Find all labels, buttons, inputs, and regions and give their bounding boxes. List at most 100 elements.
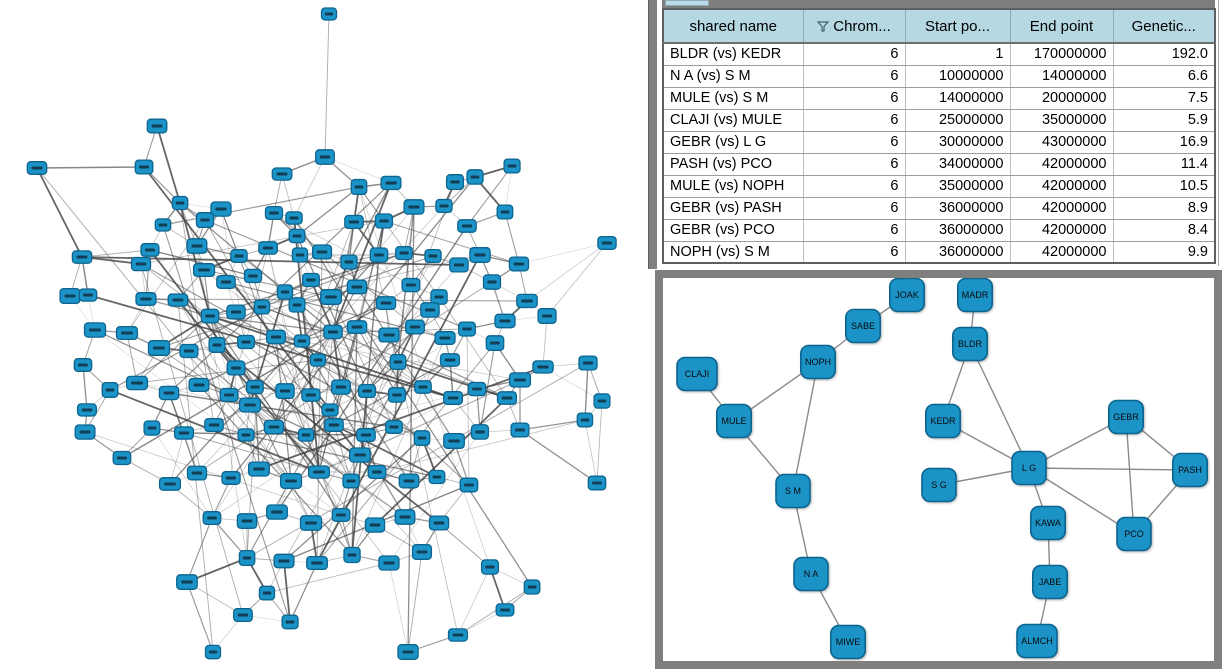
graph-node[interactable]: [340, 254, 358, 270]
graph-node[interactable]: [430, 289, 448, 305]
graph-node[interactable]: [158, 385, 180, 401]
graph-node[interactable]: [494, 313, 516, 329]
graph-node[interactable]: [466, 169, 484, 185]
graph-node[interactable]: [480, 559, 500, 575]
graph-node[interactable]: [271, 167, 293, 181]
subnetwork-node-claji[interactable]: CLAJI: [676, 356, 718, 392]
graph-node[interactable]: [301, 388, 321, 402]
graph-node[interactable]: [467, 381, 487, 397]
graph-node[interactable]: [258, 585, 276, 601]
graph-node[interactable]: [378, 327, 400, 343]
graph-node[interactable]: [258, 241, 278, 255]
graph-node[interactable]: [495, 603, 515, 617]
subnetwork-node-miwe[interactable]: MIWE: [830, 624, 867, 660]
graph-node[interactable]: [288, 297, 306, 313]
graph-node[interactable]: [140, 243, 160, 257]
graph-node[interactable]: [344, 214, 364, 230]
graph-node[interactable]: [380, 175, 402, 191]
graph-node[interactable]: [395, 245, 413, 261]
graph-node[interactable]: [76, 403, 97, 417]
graph-node[interactable]: [447, 628, 469, 642]
graph-node[interactable]: [135, 292, 157, 306]
graph-node[interactable]: [315, 149, 335, 165]
graph-node[interactable]: [394, 509, 416, 525]
graph-node[interactable]: [221, 471, 241, 485]
graph-node[interactable]: [83, 322, 107, 338]
graph-node[interactable]: [238, 397, 262, 413]
subnetwork-node-sabe[interactable]: SABE: [845, 308, 882, 344]
graph-node[interactable]: [397, 644, 419, 660]
graph-node[interactable]: [230, 249, 248, 263]
graph-node[interactable]: [587, 475, 607, 491]
graph-node[interactable]: [411, 544, 433, 560]
graph-node[interactable]: [186, 238, 208, 254]
graph-node[interactable]: [496, 391, 518, 405]
graph-node[interactable]: [457, 219, 477, 233]
graph-node[interactable]: [508, 256, 530, 272]
graph-node[interactable]: [233, 608, 253, 623]
graph-node[interactable]: [247, 461, 270, 477]
graph-node[interactable]: [216, 274, 236, 289]
graph-node[interactable]: [420, 302, 440, 318]
graph-node[interactable]: [320, 289, 342, 305]
column-header-1[interactable]: Chrom...: [803, 9, 906, 44]
graph-node[interactable]: [324, 418, 344, 432]
graph-node[interactable]: [510, 422, 530, 438]
graph-node[interactable]: [398, 473, 420, 489]
graph-node[interactable]: [208, 337, 226, 353]
graph-node[interactable]: [343, 546, 361, 564]
table-row[interactable]: CLAJI (vs) MULE 6 25000000 35000000 5.9: [663, 109, 1215, 132]
graph-node[interactable]: [134, 159, 154, 175]
graph-node[interactable]: [146, 118, 168, 134]
graph-node[interactable]: [321, 403, 339, 417]
subnetwork-node-bldr[interactable]: BLDR: [951, 326, 988, 362]
graph-node[interactable]: [167, 293, 189, 307]
graph-node[interactable]: [375, 296, 397, 310]
graph-node[interactable]: [307, 465, 331, 479]
table-row[interactable]: BLDR (vs) KEDR 6 1 170000000 192.0: [663, 43, 1215, 66]
graph-node[interactable]: [179, 343, 199, 359]
graph-node[interactable]: [387, 387, 406, 403]
graph-node[interactable]: [112, 450, 132, 466]
graph-node[interactable]: [186, 465, 208, 481]
graph-node[interactable]: [297, 428, 315, 442]
graph-node[interactable]: [537, 307, 557, 325]
graph-node[interactable]: [349, 447, 371, 463]
graph-node[interactable]: [276, 284, 294, 300]
graph-node[interactable]: [173, 426, 195, 440]
graph-node[interactable]: [285, 211, 303, 225]
graph-node[interactable]: [458, 321, 476, 337]
graph-node[interactable]: [374, 213, 394, 229]
graph-node[interactable]: [350, 178, 368, 196]
graph-node[interactable]: [171, 195, 189, 211]
subnetwork-node-n-a[interactable]: N A: [793, 556, 829, 592]
subnetwork-node-s-g[interactable]: S G: [921, 467, 957, 503]
subnetwork-node-noph[interactable]: NOPH: [800, 344, 837, 380]
graph-node[interactable]: [147, 340, 171, 356]
graph-node[interactable]: [226, 304, 246, 320]
table-row[interactable]: GEBR (vs) PASH 6 36000000 42000000 8.9: [663, 197, 1215, 220]
graph-node[interactable]: [413, 430, 431, 446]
graph-node[interactable]: [273, 553, 295, 569]
graph-node[interactable]: [204, 644, 222, 660]
graph-node[interactable]: [578, 355, 598, 371]
graph-node[interactable]: [130, 256, 152, 272]
graph-node[interactable]: [291, 247, 309, 263]
graph-node[interactable]: [115, 325, 139, 341]
graph-node[interactable]: [424, 248, 442, 264]
graph-node[interactable]: [279, 473, 303, 489]
graph-node[interactable]: [346, 279, 368, 295]
graph-node[interactable]: [243, 268, 263, 284]
graph-node[interactable]: [238, 549, 256, 567]
graph-node[interactable]: [378, 555, 400, 571]
graph-node[interactable]: [428, 515, 450, 531]
panel-splitter[interactable]: [648, 0, 657, 269]
graph-node[interactable]: [443, 432, 465, 449]
graph-node[interactable]: [288, 228, 306, 244]
graph-node[interactable]: [364, 517, 386, 533]
graph-node[interactable]: [369, 247, 389, 263]
table-row[interactable]: N A (vs) S M 6 10000000 14000000 6.6: [663, 65, 1215, 88]
graph-node[interactable]: [516, 293, 538, 309]
subnetwork-node-joak[interactable]: JOAK: [889, 277, 926, 313]
graph-node[interactable]: [192, 263, 216, 278]
